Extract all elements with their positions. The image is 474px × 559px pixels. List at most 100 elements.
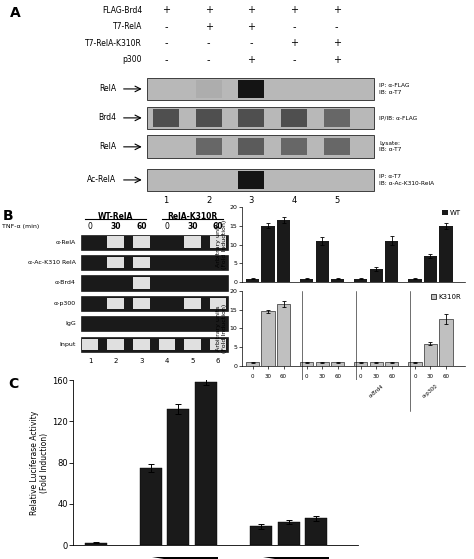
Text: 2: 2 xyxy=(206,196,211,205)
Bar xyxy=(300,278,313,282)
Bar xyxy=(238,171,264,188)
Bar xyxy=(316,362,329,366)
Bar xyxy=(133,339,150,350)
Text: 1: 1 xyxy=(88,358,92,364)
Text: -: - xyxy=(164,39,168,49)
Bar xyxy=(262,226,274,282)
Bar xyxy=(84,543,107,545)
Bar xyxy=(107,298,124,309)
Bar xyxy=(281,138,307,155)
Bar xyxy=(277,304,290,366)
Bar xyxy=(81,255,228,270)
Y-axis label: Arbitrary units
(Fold Induction): Arbitrary units (Fold Induction) xyxy=(216,304,227,353)
Bar xyxy=(133,277,150,288)
Bar xyxy=(195,109,221,126)
Text: A: A xyxy=(9,6,20,20)
Text: +: + xyxy=(205,22,212,32)
Bar xyxy=(147,135,374,158)
Text: 3: 3 xyxy=(248,196,254,205)
Bar xyxy=(133,257,150,268)
Text: -: - xyxy=(164,55,168,65)
Text: +: + xyxy=(205,6,212,15)
Text: 0: 0 xyxy=(88,222,92,231)
Bar xyxy=(370,362,383,366)
Bar xyxy=(153,109,179,126)
Text: α-RelA: α-RelA xyxy=(55,240,76,244)
Legend: K310R: K310R xyxy=(431,294,461,300)
Bar xyxy=(147,107,374,129)
Text: +: + xyxy=(290,6,298,15)
Bar xyxy=(158,339,175,350)
Bar xyxy=(140,468,162,545)
Bar xyxy=(238,138,264,155)
Bar xyxy=(82,339,99,350)
Bar xyxy=(147,169,374,191)
Bar xyxy=(81,235,228,249)
Text: RelA: RelA xyxy=(99,143,116,151)
Legend: WT: WT xyxy=(442,210,461,216)
Text: 60: 60 xyxy=(213,222,223,231)
Text: α-Brd4: α-Brd4 xyxy=(55,281,76,286)
Text: -: - xyxy=(207,55,210,65)
Text: α-p300: α-p300 xyxy=(54,301,76,306)
Bar xyxy=(184,339,201,350)
Text: -: - xyxy=(164,22,168,32)
Text: 4: 4 xyxy=(164,358,169,364)
Bar xyxy=(262,311,274,366)
Text: +: + xyxy=(333,55,340,65)
Text: α-Ac-K310 RelA: α-Ac-K310 RelA xyxy=(28,260,76,265)
Text: -: - xyxy=(292,22,296,32)
Text: 60: 60 xyxy=(136,222,146,231)
Bar xyxy=(81,337,228,352)
Bar xyxy=(300,362,313,366)
Text: 30: 30 xyxy=(110,222,121,231)
Text: α-Brd4: α-Brd4 xyxy=(368,383,385,398)
Bar xyxy=(246,278,259,282)
Polygon shape xyxy=(152,557,219,559)
Text: 30: 30 xyxy=(187,222,198,231)
Bar xyxy=(107,257,124,268)
Text: +: + xyxy=(247,6,255,15)
Text: T7-RelA: T7-RelA xyxy=(113,22,142,31)
Text: WT-RelA: WT-RelA xyxy=(98,212,133,221)
Text: 0: 0 xyxy=(164,222,169,231)
Text: -: - xyxy=(249,39,253,49)
Bar xyxy=(385,241,398,282)
Text: Antibodies: Antibodies xyxy=(210,400,239,405)
Bar xyxy=(133,298,150,309)
Text: IP/IB: α-FLAG: IP/IB: α-FLAG xyxy=(379,115,418,120)
Bar xyxy=(210,298,227,309)
Bar xyxy=(81,276,228,291)
Text: TNF-α (min): TNF-α (min) xyxy=(210,387,243,392)
Text: α-RelA: α-RelA xyxy=(260,383,276,398)
Bar xyxy=(246,362,259,366)
Bar xyxy=(81,296,228,311)
Bar xyxy=(331,362,344,366)
Y-axis label: Arbitrary units
(Fold Induction): Arbitrary units (Fold Induction) xyxy=(216,220,227,269)
Text: +: + xyxy=(333,39,340,49)
Text: p300: p300 xyxy=(123,55,142,64)
Text: IgG: IgG xyxy=(65,321,76,326)
Text: -: - xyxy=(292,55,296,65)
Text: FLAG-Brd4: FLAG-Brd4 xyxy=(102,6,142,15)
Text: 5: 5 xyxy=(190,358,195,364)
Bar xyxy=(250,527,272,545)
Text: 4: 4 xyxy=(291,196,297,205)
Bar xyxy=(439,319,453,366)
Text: Ac-RelA: Ac-RelA xyxy=(87,176,116,184)
Bar xyxy=(184,236,201,248)
Text: α-p300: α-p300 xyxy=(422,383,439,399)
Text: B: B xyxy=(2,209,13,222)
Text: T7-RelA-K310R: T7-RelA-K310R xyxy=(85,39,142,48)
Bar xyxy=(354,362,367,366)
Text: Brd4: Brd4 xyxy=(98,113,116,122)
Bar xyxy=(305,518,328,545)
Text: Input: Input xyxy=(59,342,76,347)
Bar xyxy=(238,80,264,98)
Bar xyxy=(439,226,453,282)
Text: IP: α-T7
IB: α-Ac-K310-RelA: IP: α-T7 IB: α-Ac-K310-RelA xyxy=(379,174,434,186)
Bar xyxy=(81,316,228,331)
Bar xyxy=(323,138,350,155)
Bar xyxy=(210,339,227,350)
Text: 5: 5 xyxy=(334,196,339,205)
